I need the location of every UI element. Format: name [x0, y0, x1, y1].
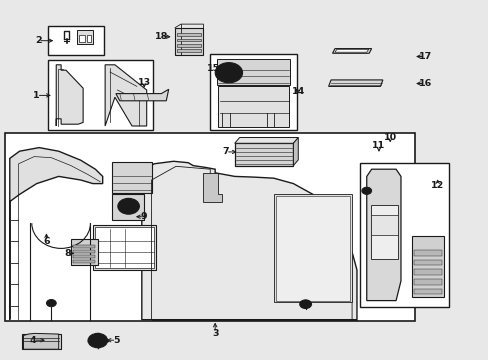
Bar — [86, 35, 91, 42]
Text: 17: 17 — [418, 52, 431, 61]
Bar — [273, 194, 351, 302]
Bar — [112, 194, 144, 220]
Polygon shape — [142, 161, 356, 320]
Bar — [5, 133, 414, 321]
Bar — [177, 49, 201, 52]
Bar — [112, 162, 151, 193]
Bar — [210, 54, 297, 130]
Text: 11: 11 — [371, 141, 385, 150]
Bar — [48, 26, 104, 55]
Bar — [276, 196, 349, 301]
Polygon shape — [10, 148, 102, 320]
Circle shape — [299, 300, 311, 309]
Bar — [79, 35, 85, 42]
Text: 5: 5 — [113, 336, 120, 345]
Text: 15: 15 — [207, 64, 220, 73]
Text: 12: 12 — [430, 181, 444, 190]
Polygon shape — [203, 173, 222, 202]
Bar — [413, 289, 441, 294]
Bar — [413, 269, 441, 275]
Bar — [77, 30, 93, 44]
Bar — [360, 163, 448, 307]
Text: 13: 13 — [138, 77, 150, 86]
Polygon shape — [234, 138, 298, 143]
Bar — [73, 255, 95, 258]
Text: 2: 2 — [35, 36, 41, 45]
Polygon shape — [328, 80, 382, 86]
Text: 7: 7 — [222, 148, 229, 156]
Circle shape — [46, 300, 56, 307]
Text: 4: 4 — [30, 336, 37, 345]
Bar — [93, 225, 156, 270]
Polygon shape — [332, 49, 371, 53]
Text: 16: 16 — [418, 79, 431, 88]
Polygon shape — [23, 333, 59, 349]
Circle shape — [88, 333, 107, 348]
Polygon shape — [293, 138, 298, 166]
Polygon shape — [56, 65, 83, 126]
Circle shape — [361, 187, 371, 194]
Text: 18: 18 — [154, 32, 168, 41]
Polygon shape — [366, 169, 400, 301]
Bar — [413, 250, 441, 256]
Bar — [22, 334, 61, 349]
Polygon shape — [116, 89, 168, 101]
Text: 8: 8 — [64, 249, 71, 258]
Bar — [73, 250, 95, 253]
Polygon shape — [217, 86, 288, 127]
Circle shape — [92, 336, 103, 345]
Bar — [95, 227, 154, 268]
Bar — [411, 236, 443, 297]
Text: 9: 9 — [141, 212, 147, 221]
Circle shape — [215, 63, 242, 83]
Bar — [73, 260, 95, 263]
Text: 10: 10 — [383, 133, 396, 142]
Polygon shape — [334, 49, 368, 52]
Bar — [413, 260, 441, 265]
Text: 14: 14 — [291, 87, 305, 96]
Text: 6: 6 — [43, 237, 50, 246]
Bar — [175, 28, 203, 55]
Bar — [177, 33, 201, 36]
Bar — [177, 39, 201, 41]
Bar — [413, 279, 441, 285]
Bar — [216, 59, 289, 85]
Circle shape — [122, 202, 135, 211]
Circle shape — [118, 198, 139, 214]
Bar — [73, 245, 95, 248]
Bar — [48, 60, 153, 130]
Bar — [71, 239, 98, 265]
Bar — [234, 143, 293, 166]
Polygon shape — [105, 65, 146, 126]
Bar — [370, 205, 397, 259]
Circle shape — [220, 66, 237, 79]
Text: 1: 1 — [33, 91, 40, 100]
Text: 3: 3 — [211, 328, 218, 338]
Bar — [370, 215, 397, 235]
Bar — [177, 44, 201, 47]
